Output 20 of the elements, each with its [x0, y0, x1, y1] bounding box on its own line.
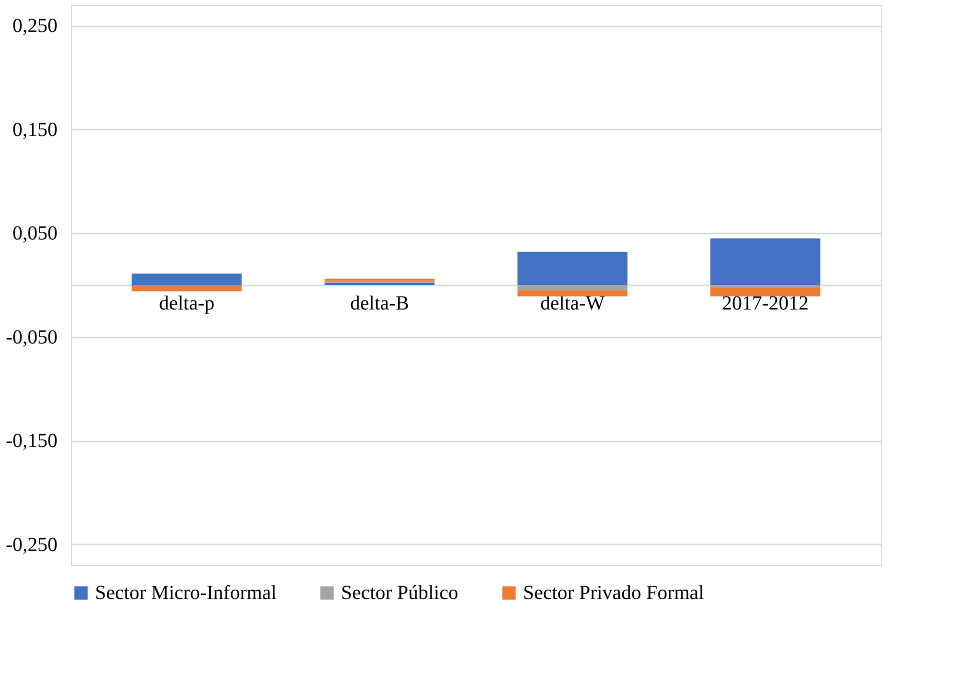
- legend-label: Sector Público: [341, 582, 458, 604]
- y-tick-label: -0,250: [6, 534, 58, 556]
- bar: [517, 252, 628, 285]
- y-tick-label: -0,150: [6, 430, 58, 452]
- x-tick-label: delta-p: [158, 292, 214, 314]
- bar: [517, 290, 628, 296]
- y-tick-label: 0,050: [12, 222, 58, 245]
- y-tick-label: -0,050: [6, 326, 58, 348]
- x-tick-label: 2017-2012: [722, 292, 809, 314]
- legend-label: Sector Micro-Informal: [95, 582, 278, 604]
- x-tick-label: delta-W: [540, 292, 605, 314]
- bar: [132, 285, 242, 292]
- bar: [710, 238, 820, 285]
- legend-label: Sector Privado Formal: [523, 582, 705, 604]
- bar: [710, 287, 820, 296]
- y-tick-label: 0,150: [12, 118, 58, 141]
- x-tick-label: delta-B: [350, 292, 410, 314]
- bar: [132, 274, 242, 285]
- bar: [517, 285, 628, 290]
- y-tick-label: 0,250: [12, 15, 58, 38]
